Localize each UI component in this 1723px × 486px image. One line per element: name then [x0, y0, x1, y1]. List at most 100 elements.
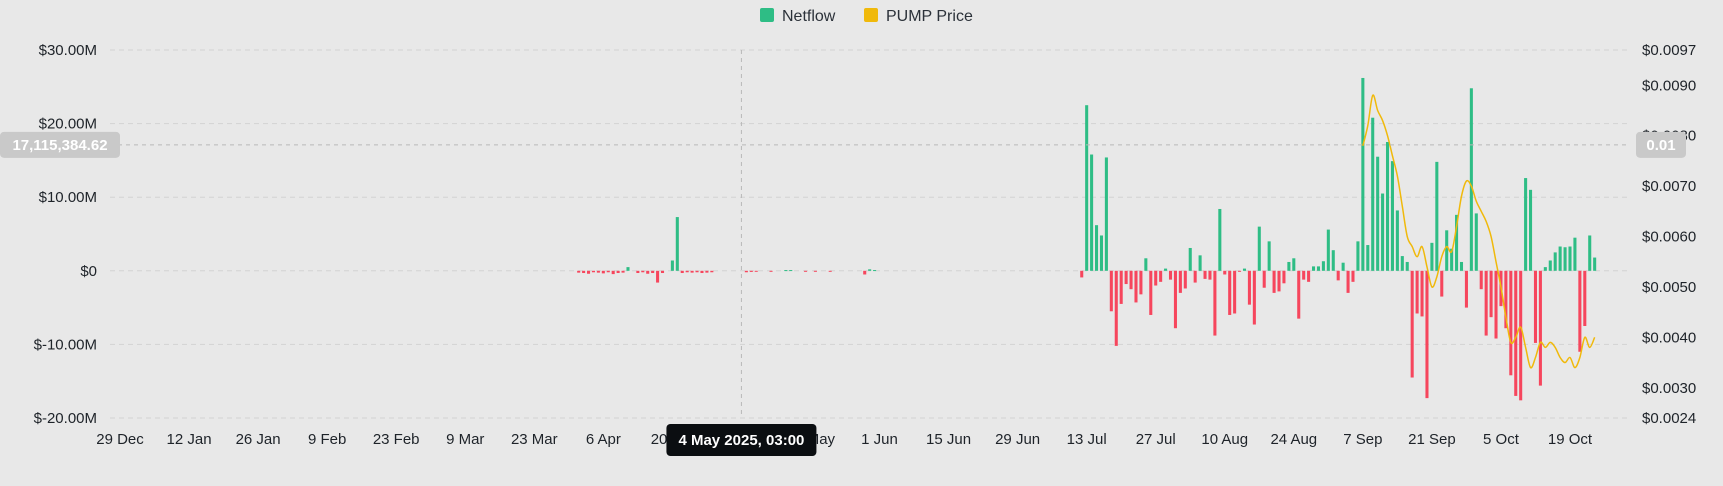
netflow-bar[interactable]	[1168, 270, 1173, 280]
netflow-bar[interactable]	[1183, 270, 1187, 289]
netflow-bar[interactable]	[710, 270, 714, 273]
netflow-bar[interactable]	[1282, 270, 1286, 284]
netflow-bar[interactable]	[1119, 270, 1123, 304]
netflow-bar[interactable]	[1139, 270, 1143, 295]
netflow-bar[interactable]	[680, 270, 684, 274]
netflow-bar[interactable]	[1524, 178, 1528, 271]
netflow-bar[interactable]	[804, 270, 808, 272]
netflow-bar[interactable]	[744, 270, 748, 273]
netflow-bar[interactable]	[1440, 270, 1444, 297]
netflow-bar[interactable]	[1509, 270, 1513, 376]
netflow-bar[interactable]	[1223, 270, 1227, 275]
netflow-bar[interactable]	[656, 270, 660, 283]
netflow-bar[interactable]	[749, 270, 753, 272]
netflow-bar[interactable]	[591, 270, 595, 273]
netflow-bar[interactable]	[1208, 270, 1212, 280]
netflow-bar[interactable]	[582, 270, 586, 274]
netflow-bar[interactable]	[1553, 252, 1557, 271]
netflow-bar[interactable]	[1435, 161, 1439, 271]
netflow-bar[interactable]	[1124, 270, 1128, 285]
netflow-bar[interactable]	[1326, 229, 1330, 271]
netflow-bar[interactable]	[1085, 105, 1089, 271]
netflow-bar[interactable]	[1563, 247, 1567, 271]
pump-price-line[interactable]	[1362, 94, 1596, 369]
netflow-bar[interactable]	[1519, 270, 1523, 401]
netflow-bar[interactable]	[705, 270, 709, 273]
netflow-bar[interactable]	[1257, 226, 1261, 271]
legend-item-netflow[interactable]: Netflow	[760, 8, 836, 25]
netflow-bar[interactable]	[1583, 270, 1587, 326]
netflow-bar[interactable]	[1356, 241, 1360, 271]
netflow-bar[interactable]	[1459, 261, 1464, 271]
netflow-bar[interactable]	[1376, 156, 1380, 271]
netflow-bar[interactable]	[1129, 270, 1133, 290]
netflow-bar[interactable]	[1351, 270, 1355, 282]
netflow-bar[interactable]	[1307, 270, 1311, 282]
netflow-bar[interactable]	[1292, 258, 1296, 271]
netflow-bar[interactable]	[596, 270, 600, 273]
netflow-bar[interactable]	[1095, 225, 1099, 271]
netflow-bar[interactable]	[1395, 210, 1399, 271]
netflow-bar[interactable]	[1262, 270, 1266, 288]
netflow-bar[interactable]	[1529, 189, 1533, 271]
netflow-bar[interactable]	[1371, 117, 1375, 271]
netflow-bar[interactable]	[1420, 270, 1424, 317]
netflow-bar[interactable]	[601, 270, 605, 274]
netflow-bar[interactable]	[1238, 270, 1242, 272]
netflow-bar[interactable]	[675, 217, 679, 271]
netflow-bar[interactable]	[1218, 208, 1222, 271]
netflow-bar[interactable]	[1548, 260, 1552, 271]
netflow-bar[interactable]	[611, 270, 615, 275]
netflow-bar[interactable]	[1588, 235, 1592, 271]
netflow-bar[interactable]	[1159, 270, 1163, 282]
netflow-bar[interactable]	[1469, 88, 1473, 271]
netflow-bar[interactable]	[1164, 268, 1168, 271]
netflow-bar[interactable]	[1336, 270, 1340, 281]
netflow-bar[interactable]	[1099, 235, 1103, 271]
netflow-bar[interactable]	[1331, 250, 1335, 271]
netflow-bar[interactable]	[1154, 270, 1158, 286]
netflow-bar[interactable]	[1405, 261, 1409, 271]
netflow-bar[interactable]	[868, 269, 872, 271]
netflow-bar[interactable]	[651, 270, 655, 274]
netflow-bar[interactable]	[1272, 270, 1276, 293]
netflow-bar[interactable]	[577, 270, 581, 273]
netflow-bar[interactable]	[1316, 266, 1320, 271]
netflow-bar[interactable]	[1228, 270, 1232, 315]
netflow-bar[interactable]	[1558, 246, 1562, 271]
netflow-bar[interactable]	[1445, 230, 1449, 271]
netflow-bar[interactable]	[1247, 270, 1251, 305]
netflow-bar[interactable]	[1134, 270, 1138, 303]
netflow-bar[interactable]	[1538, 270, 1542, 386]
netflow-bar[interactable]	[1479, 270, 1483, 290]
netflow-bar[interactable]	[646, 270, 650, 274]
netflow-bar[interactable]	[1489, 270, 1493, 318]
netflow-bar[interactable]	[1277, 270, 1281, 292]
netflow-bar[interactable]	[784, 270, 788, 272]
netflow-bar[interactable]	[700, 270, 704, 274]
netflow-bar[interactable]	[769, 270, 773, 272]
legend-item-pump-price[interactable]: PUMP Price	[864, 8, 973, 25]
netflow-bar[interactable]	[1341, 262, 1345, 271]
netflow-bar[interactable]	[1568, 246, 1572, 271]
netflow-bar[interactable]	[1400, 256, 1404, 271]
netflow-bar[interactable]	[1090, 154, 1094, 271]
netflow-bar[interactable]	[1450, 248, 1454, 271]
netflow-bar[interactable]	[1109, 270, 1113, 312]
netflow-bar[interactable]	[616, 270, 620, 274]
netflow-bar[interactable]	[685, 270, 689, 273]
netflow-bar[interactable]	[1198, 255, 1202, 271]
netflow-bar[interactable]	[1474, 213, 1478, 271]
netflow-bar[interactable]	[690, 270, 694, 273]
netflow-bar[interactable]	[828, 270, 832, 272]
netflow-bar[interactable]	[1144, 258, 1148, 271]
netflow-bar[interactable]	[1415, 270, 1419, 314]
netflow-bar[interactable]	[1173, 270, 1177, 329]
netflow-bar[interactable]	[1366, 245, 1370, 271]
netflow-bar[interactable]	[873, 270, 877, 272]
netflow-bar[interactable]	[1080, 270, 1084, 278]
netflow-bar[interactable]	[670, 260, 674, 271]
netflow-bar[interactable]	[1193, 270, 1197, 283]
netflow-bar[interactable]	[606, 270, 610, 273]
